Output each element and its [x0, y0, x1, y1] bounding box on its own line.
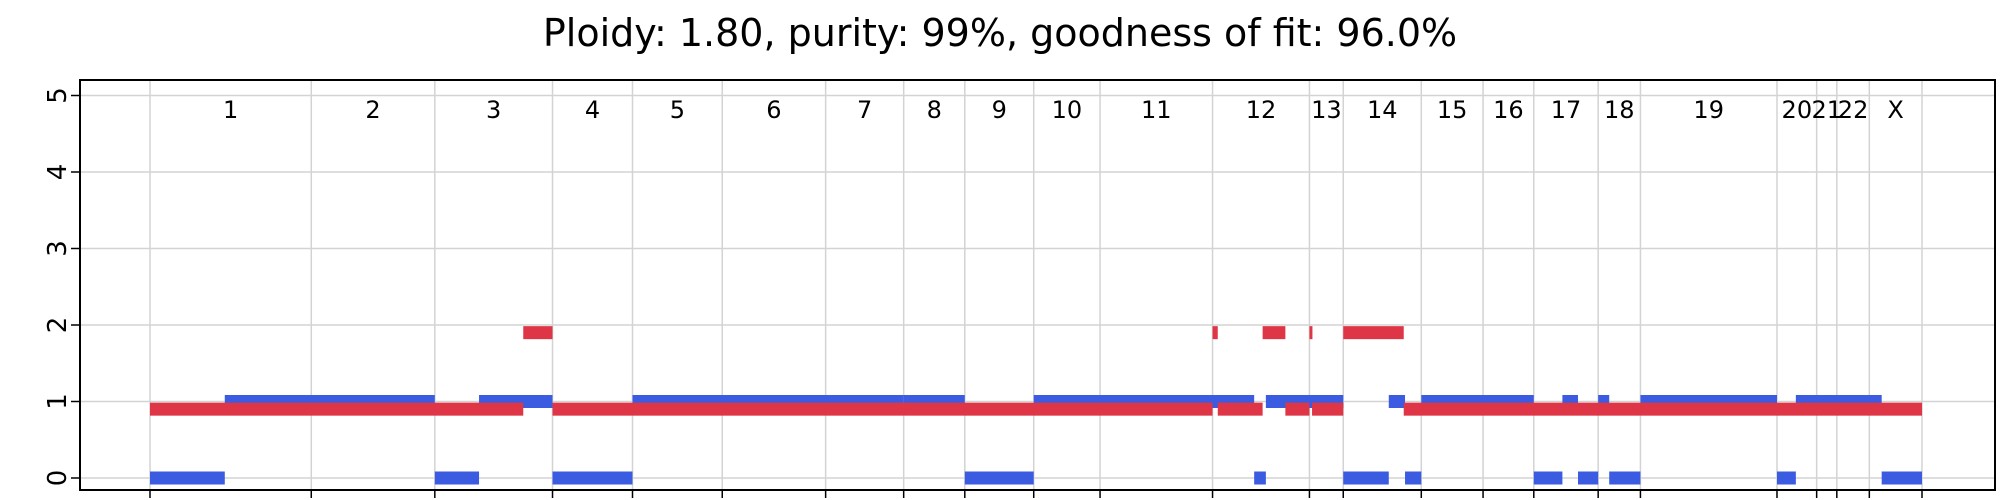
segment-layer	[150, 326, 1922, 485]
major-cn-segment	[1343, 471, 1389, 485]
chromosome-label-1: 1	[223, 96, 238, 124]
chromosome-label-3: 3	[486, 96, 501, 124]
chromosome-label-2: 2	[365, 96, 380, 124]
chromosome-label-19: 19	[1693, 96, 1724, 124]
chromosome-label-17: 17	[1551, 96, 1582, 124]
chromosome-label-9: 9	[992, 96, 1007, 124]
chromosome-label-21: 21	[1811, 96, 1842, 124]
minor-cn-segment	[1312, 402, 1344, 416]
minor-cn-segment	[1262, 326, 1286, 340]
chromosome-label-7: 7	[857, 96, 872, 124]
major-cn-segment	[1533, 471, 1563, 485]
chromosome-label-4: 4	[585, 96, 600, 124]
chromosome-label-22: 22	[1838, 96, 1869, 124]
major-cn-segment	[1405, 471, 1422, 485]
major-cn-segment	[1578, 471, 1599, 485]
major-cn-segment	[1881, 471, 1922, 485]
y-tick-label: 5	[43, 87, 73, 104]
minor-cn-segment	[552, 402, 1213, 416]
chromosome-label-14: 14	[1367, 96, 1398, 124]
minor-cn-segment	[150, 402, 524, 416]
chart-title: Ploidy: 1.80, purity: 99%, goodness of f…	[542, 11, 1458, 55]
y-tick-label: 0	[43, 470, 73, 487]
chromosome-label-16: 16	[1493, 96, 1524, 124]
chromosome-label-11: 11	[1141, 96, 1172, 124]
chromosome-label-13: 13	[1311, 96, 1342, 124]
major-cn-segment	[964, 471, 1034, 485]
chromosome-label-20: 20	[1782, 96, 1813, 124]
grid-lines	[80, 80, 1995, 498]
plot-frame	[79, 79, 1996, 491]
y-tick-label: 2	[43, 317, 73, 334]
minor-cn-segment	[523, 326, 553, 340]
chromosome-label-12: 12	[1246, 96, 1277, 124]
major-cn-segment	[1254, 471, 1266, 485]
major-cn-segment	[150, 471, 225, 485]
chromosome-label-18: 18	[1604, 96, 1635, 124]
minor-cn-segment	[1403, 402, 1922, 416]
chromosome-label-8: 8	[927, 96, 942, 124]
major-cn-segment	[552, 471, 633, 485]
chromosome-label-10: 10	[1052, 96, 1083, 124]
y-tick-label: 4	[43, 164, 73, 181]
chromosome-label-15: 15	[1437, 96, 1468, 124]
chromosome-label-x: X	[1887, 96, 1903, 124]
y-axis-ticks: 0 1 2 3 4 5	[43, 87, 80, 486]
major-cn-segment	[1609, 471, 1641, 485]
major-cn-segment	[434, 471, 480, 485]
y-tick-label: 1	[43, 393, 73, 410]
y-tick-label: 3	[43, 240, 73, 257]
major-cn-segment	[1776, 471, 1796, 485]
minor-cn-segment	[1285, 402, 1310, 416]
minor-cn-segment	[1343, 326, 1404, 340]
chromosome-label-6: 6	[766, 96, 781, 124]
chromosome-label-5: 5	[670, 96, 685, 124]
major-cn-segment	[1598, 395, 1610, 408]
minor-cn-segment	[1212, 326, 1218, 340]
major-cn-segment	[1388, 395, 1406, 408]
minor-cn-segment	[1217, 402, 1263, 416]
minor-cn-segment	[1309, 326, 1313, 340]
